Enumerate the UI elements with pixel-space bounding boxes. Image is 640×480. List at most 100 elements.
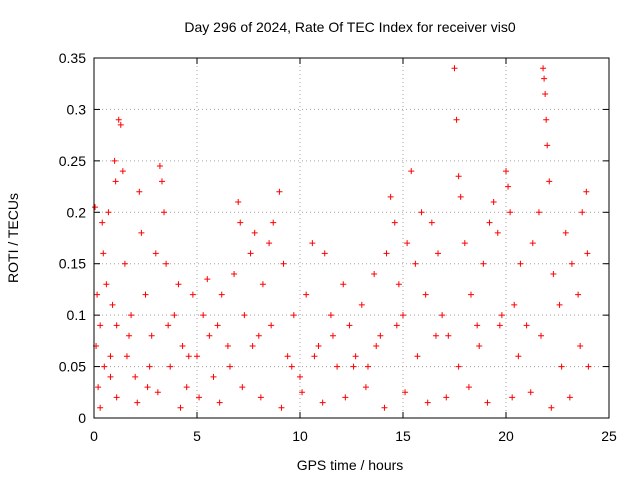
data-point [541,75,548,82]
data-point [185,353,192,360]
y-tick-label: 0.1 [67,307,87,323]
data-point [414,353,421,360]
data-point [548,404,555,411]
data-point [543,116,550,123]
data-point [585,363,592,370]
data-point [241,312,248,319]
data-point [257,394,264,401]
data-point [111,157,118,164]
plot-frame [93,57,610,419]
data-point [280,260,287,267]
data-point [266,240,273,247]
data-point [297,373,303,380]
data-point [327,312,334,319]
x-axis-label: GPS time / hours [297,457,404,473]
data-point [189,291,196,298]
data-point [276,188,283,195]
data-point [115,116,122,123]
data-point [422,291,429,298]
data-point [94,291,101,298]
data-point [584,250,591,257]
x-tick-label: 25 [601,428,617,444]
y-tick-label: 0 [78,410,86,426]
data-point [503,168,509,175]
data-point [577,343,584,349]
data-point [523,322,530,329]
data-point [92,204,99,211]
data-point [97,404,104,411]
data-point [540,65,547,72]
data-point [204,276,211,283]
data-point [546,178,553,185]
data-point [404,240,411,247]
data-point [121,260,128,267]
data-point [529,240,536,247]
data-point [362,384,369,391]
data-point [511,301,518,308]
data-point [443,394,450,401]
data-point [566,394,573,401]
x-tick-label: 20 [498,428,514,444]
data-point [527,389,534,396]
data-point [321,250,328,257]
data-point [358,301,365,308]
data-point [509,394,516,401]
data-point [303,291,310,298]
data-point [194,353,200,360]
y-axis-label: ROTI / TECUs [5,193,21,283]
data-points [92,65,592,411]
data-point [161,209,168,216]
data-point [400,312,406,319]
data-point [480,260,487,267]
data-point [123,353,130,360]
data-point [152,250,159,257]
data-point [259,281,266,288]
data-point [128,312,135,319]
data-point [144,384,151,391]
data-point [319,399,326,406]
data-point [505,183,512,190]
data-point [200,312,207,319]
y-tick-label: 0.05 [59,359,86,375]
data-point [490,199,497,205]
data-point [95,384,102,391]
data-point [445,332,452,339]
data-point [163,260,170,267]
x-tick-label: 5 [193,428,201,444]
data-point [237,219,244,226]
data-point [496,322,503,329]
data-point [340,281,347,288]
data-point [498,312,505,319]
data-point [270,219,277,226]
data-point [249,343,256,349]
x-tick-labels: 0 5 10 15 20 25 [90,428,617,444]
y-tick-labels: 0 0.05 0.1 0.15 0.2 0.25 0.3 0.35 [59,50,86,426]
data-point [381,404,388,411]
data-point [105,209,112,216]
data-point [288,363,295,370]
grid-lines [94,58,609,418]
data-point [154,389,161,396]
data-point [550,271,557,277]
data-point [247,250,254,257]
data-point [183,384,190,391]
data-point [196,394,203,401]
data-point [235,199,242,205]
y-tick-label: 0.15 [59,256,86,272]
data-point [112,178,119,185]
data-point [214,322,221,329]
data-point [175,281,182,288]
data-point [226,363,233,370]
data-point [101,363,108,370]
x-tick-label: 0 [90,428,98,444]
data-point [255,332,262,339]
data-point [474,322,481,329]
data-point [465,384,472,391]
y-tick-label: 0.35 [59,50,86,66]
data-point [165,322,172,329]
data-point [177,404,184,411]
data-point [113,394,120,401]
data-point [352,353,359,360]
data-point [455,363,462,370]
